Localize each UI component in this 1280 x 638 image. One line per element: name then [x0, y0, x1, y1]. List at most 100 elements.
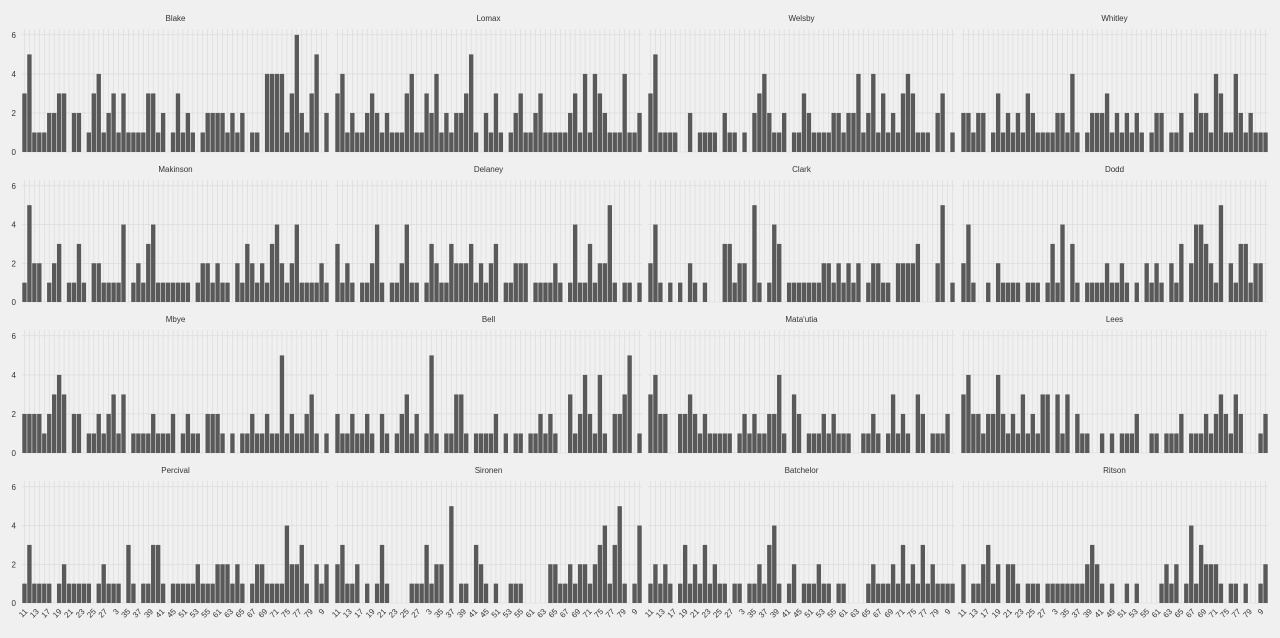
- bar: [1243, 243, 1248, 302]
- bar: [399, 263, 405, 302]
- bar: [582, 282, 588, 302]
- bar: [170, 282, 176, 302]
- x-tick-label: 9: [943, 607, 953, 617]
- bar: [424, 93, 429, 152]
- bar: [1233, 73, 1238, 152]
- bar: [900, 263, 906, 302]
- bar: [215, 564, 220, 603]
- bar: [582, 73, 588, 152]
- bar: [905, 263, 911, 302]
- x-tick-label: 79: [302, 607, 315, 620]
- bar: [1020, 132, 1026, 152]
- bar: [653, 54, 658, 152]
- bar: [791, 394, 797, 453]
- bar: [1109, 583, 1115, 603]
- bar: [340, 544, 345, 603]
- bar: [816, 132, 822, 152]
- facet-title: Sironen: [475, 466, 503, 475]
- bar: [1154, 112, 1159, 152]
- bar: [687, 263, 693, 302]
- bar: [369, 433, 375, 453]
- facet-panel: Mata'utia: [648, 315, 955, 454]
- bar: [767, 413, 772, 453]
- bar: [553, 263, 558, 302]
- bar: [895, 132, 901, 152]
- bar: [429, 112, 434, 152]
- bar: [151, 224, 156, 302]
- y-tick-label: 0: [12, 449, 17, 458]
- bar: [687, 583, 693, 603]
- bar: [468, 243, 474, 302]
- bar: [414, 583, 419, 603]
- bar: [1040, 132, 1045, 152]
- bar: [1025, 282, 1031, 302]
- bar: [976, 413, 981, 453]
- bar: [871, 73, 876, 152]
- bar: [1134, 282, 1139, 302]
- bar: [101, 132, 106, 152]
- bar: [488, 433, 494, 453]
- bar: [841, 583, 846, 603]
- bar: [345, 132, 350, 152]
- bar: [1119, 433, 1125, 453]
- bar: [245, 243, 250, 302]
- bar: [170, 413, 176, 453]
- bar: [692, 413, 698, 453]
- facet-panel: Bell: [335, 315, 642, 454]
- bar: [866, 282, 871, 302]
- bar: [299, 112, 304, 152]
- facet-panel: Lees: [961, 315, 1268, 454]
- bar: [995, 374, 1001, 453]
- bar: [1015, 433, 1021, 453]
- bar: [284, 433, 290, 453]
- bar: [22, 413, 27, 453]
- bar: [131, 583, 136, 603]
- bar: [284, 282, 290, 302]
- bar: [1015, 583, 1021, 603]
- bar: [42, 433, 47, 453]
- bar: [806, 282, 812, 302]
- bar: [1005, 112, 1011, 152]
- bar: [663, 413, 668, 453]
- bar: [1243, 132, 1248, 152]
- bar: [663, 564, 668, 603]
- bar: [772, 525, 777, 603]
- bar: [37, 583, 42, 603]
- bar: [572, 93, 578, 152]
- bar: [1169, 132, 1174, 152]
- bar: [314, 433, 319, 453]
- bar: [264, 73, 270, 152]
- bar: [966, 374, 971, 453]
- bar: [225, 564, 230, 603]
- bar: [66, 282, 72, 302]
- facet-title: Whitley: [1101, 14, 1127, 23]
- facet-title: Ritson: [1103, 466, 1126, 475]
- bar: [170, 132, 176, 152]
- bar: [791, 132, 797, 152]
- bar: [767, 282, 772, 302]
- facet-title: Percival: [161, 466, 190, 475]
- bar: [971, 413, 976, 453]
- bar: [732, 583, 737, 603]
- bar: [722, 112, 727, 152]
- bar: [1055, 112, 1060, 152]
- bar: [757, 282, 762, 302]
- bar: [304, 282, 309, 302]
- bar: [577, 564, 583, 603]
- bar: [155, 132, 161, 152]
- bar: [627, 282, 632, 302]
- bar: [429, 355, 434, 453]
- bar: [106, 112, 111, 152]
- bar: [910, 93, 916, 152]
- bar: [752, 583, 757, 603]
- bar: [518, 263, 523, 302]
- bar: [935, 433, 940, 453]
- bar: [1198, 544, 1204, 603]
- bar: [22, 282, 27, 302]
- bar: [841, 282, 846, 302]
- bar: [687, 394, 693, 453]
- bar: [180, 282, 186, 302]
- bar: [37, 263, 42, 302]
- bar: [32, 413, 37, 453]
- x-tick-label: 3: [1050, 607, 1060, 617]
